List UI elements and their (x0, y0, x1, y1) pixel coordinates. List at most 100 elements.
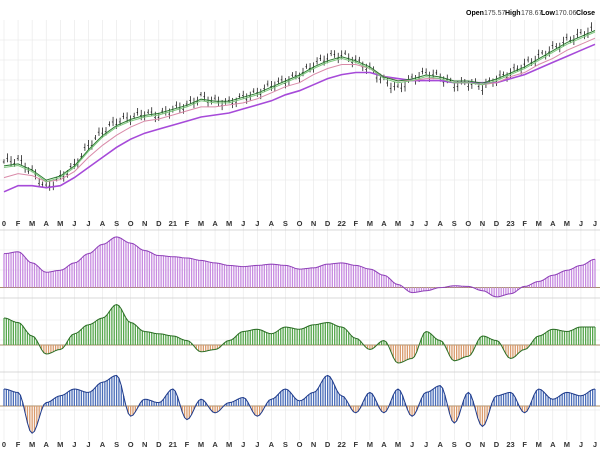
x-axis-bottom-tick-label: A (438, 440, 444, 449)
x-axis-top-tick-label: S (452, 219, 457, 228)
x-axis-top-tick-label: O (297, 219, 303, 228)
x-axis-bottom-tick-label: J (424, 440, 428, 449)
x-axis-top-tick-label: J (410, 219, 414, 228)
x-axis-top-tick-label: F (185, 219, 190, 228)
x-axis-top-tick-label: M (226, 219, 232, 228)
x-axis-top-tick-label: A (100, 219, 106, 228)
x-axis-top-tick-label: M (367, 219, 373, 228)
x-axis-bottom-tick-label: J (86, 440, 90, 449)
x-axis-top-tick-label: D (325, 219, 331, 228)
open-label: Open (466, 10, 484, 17)
x-axis-top-tick-label: O (128, 219, 134, 228)
x-axis-bottom-tick-label: F (522, 440, 527, 449)
x-axis-top-tick-label: N (142, 219, 147, 228)
x-axis-bottom-tick-label: J (579, 440, 583, 449)
ma-medium-line (3, 37, 596, 183)
x-axis-top-tick-label: F (16, 219, 21, 228)
x-axis-top-tick-label: J (424, 219, 428, 228)
x-axis-top-tick-label: N (480, 219, 485, 228)
x-axis-bottom-tick-label: M (564, 440, 570, 449)
x-axis-bottom-tick-label: D (494, 440, 500, 449)
x-axis-top-tick-label: S (114, 219, 119, 228)
x-axis-bottom-tick-label: A (550, 440, 556, 449)
x-axis-top-tick-label: M (29, 219, 35, 228)
x-axis-bottom-tick-label: 22 (338, 440, 346, 449)
x-axis-top-tick-label: S (283, 219, 288, 228)
x-axis-bottom: 0 F M A M J J A S O N D 21 F M A M J J A S O N D 22 F M A M J J A S O N D 23… (2, 440, 597, 449)
x-axis-top-tick-label: M (198, 219, 204, 228)
x-axis-bottom-tick-label: M (226, 440, 232, 449)
x-axis-top-tick-label: J (255, 219, 259, 228)
x-axis-bottom-tick-label: A (269, 440, 275, 449)
x-axis-top-tick-label: A (438, 219, 444, 228)
x-axis-bottom-tick-label: M (57, 440, 63, 449)
x-axis-bottom-tick-label: M (395, 440, 401, 449)
x-axis-bottom-tick-label: S (283, 440, 288, 449)
x-axis-top-tick-label: M (536, 219, 542, 228)
panel-3-line (3, 374, 596, 434)
x-axis-top: 0 F M A M J J A S O N D 21 F M A M J J A S O N D 22 F M A M J J A S O N D 23… (2, 219, 597, 228)
x-axis-top-tick-label: N (311, 219, 316, 228)
x-axis-bottom-tick-label: N (311, 440, 316, 449)
x-axis-top-tick-label: A (381, 219, 387, 228)
x-axis-bottom-tick-label: M (198, 440, 204, 449)
x-axis-top-tick-label: 23 (506, 219, 514, 228)
x-axis-bottom-tick-label: S (114, 440, 119, 449)
x-axis-bottom-tick-label: M (29, 440, 35, 449)
x-axis-bottom-tick-label: M (536, 440, 542, 449)
x-axis-top-tick-label: A (550, 219, 556, 228)
x-axis-top-tick-label: A (44, 219, 50, 228)
high-value: 178.67 (521, 10, 543, 17)
low-label: Low (541, 10, 556, 17)
x-axis-bottom-tick-label: A (44, 440, 50, 449)
x-axis-bottom-tick-label: 21 (169, 440, 177, 449)
x-axis-bottom-tick-label: A (100, 440, 106, 449)
panel-2-line (3, 303, 595, 364)
x-axis-top-tick-label: O (465, 219, 471, 228)
x-axis-bottom-tick-label: S (452, 440, 457, 449)
indicator-panel-1 (0, 236, 600, 298)
x-axis-bottom-tick-label: F (185, 440, 190, 449)
x-axis-bottom-tick-label: J (72, 440, 76, 449)
x-axis-top-tick-label: 21 (169, 219, 177, 228)
x-axis-top-tick-label: D (494, 219, 500, 228)
x-axis-bottom-tick-label: J (410, 440, 414, 449)
x-axis-bottom-tick-label: J (241, 440, 245, 449)
x-axis-top-tick-label: A (212, 219, 218, 228)
price-panel (2, 22, 596, 193)
x-axis-top-tick-label: F (353, 219, 358, 228)
x-axis-top-tick-label: D (156, 219, 162, 228)
x-axis-bottom-tick-label: D (325, 440, 331, 449)
panel-1-line (3, 236, 596, 298)
x-axis-bottom-tick-label: N (480, 440, 485, 449)
x-axis-bottom-tick-label: D (156, 440, 162, 449)
x-axis-top-tick-label: J (593, 219, 597, 228)
close-label: Close (576, 10, 595, 17)
open-value: 175.57 (484, 10, 506, 17)
high-label: High (505, 10, 521, 17)
x-axis-bottom-tick-label: A (212, 440, 218, 449)
indicator-panel-2 (0, 303, 600, 364)
x-axis-top-tick-label: J (86, 219, 90, 228)
x-axis-top-tick-label: M (57, 219, 63, 228)
x-axis-top-tick-label: J (579, 219, 583, 228)
x-axis-top-tick-label: M (564, 219, 570, 228)
x-axis-bottom-tick-label: O (465, 440, 471, 449)
indicator-panel-3 (0, 374, 600, 434)
x-axis-bottom-tick-label: F (353, 440, 358, 449)
x-axis-bottom-tick-label: N (142, 440, 147, 449)
x-axis-top-tick-label: J (241, 219, 245, 228)
x-axis-bottom-tick-label: O (297, 440, 303, 449)
x-axis-bottom-tick-label: M (367, 440, 373, 449)
x-axis-bottom-tick-label: F (16, 440, 21, 449)
ohlc-header: Open 175.57 High 178.67 Low 170.06 Close (466, 10, 595, 17)
x-axis-bottom-tick-label: J (593, 440, 597, 449)
x-axis-bottom-tick-label: 0 (2, 440, 6, 449)
ma-short-line-light (3, 31, 596, 183)
x-axis-bottom-tick-label: 23 (506, 440, 514, 449)
x-axis-top-tick-label: M (395, 219, 401, 228)
ma-short-line-dark (3, 30, 596, 181)
x-axis-bottom-tick-label: O (128, 440, 134, 449)
